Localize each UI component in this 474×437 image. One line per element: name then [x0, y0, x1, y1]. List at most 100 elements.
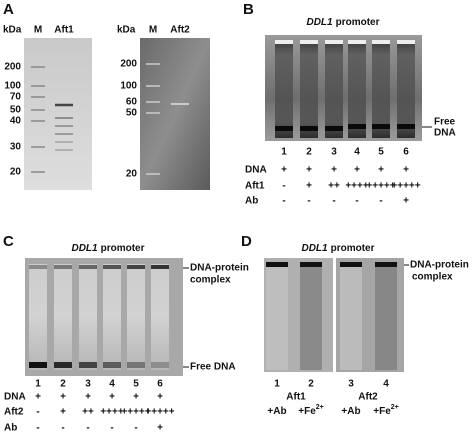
- row-value: +: [60, 392, 66, 403]
- row-value: -: [61, 423, 64, 434]
- row-value: +: [85, 392, 91, 403]
- gel-lane: [325, 40, 343, 138]
- row-value: +: [331, 165, 337, 176]
- complex-band: [375, 262, 397, 267]
- free-dna-label: DNA: [434, 128, 456, 139]
- panel-title: DDL1 promoter: [301, 243, 374, 254]
- row-label: Aft2: [4, 407, 24, 418]
- lane-label: Aft2: [170, 25, 190, 36]
- row-label: DNA: [245, 165, 267, 176]
- marker-label: 40: [10, 116, 22, 127]
- gel-lane: [54, 264, 72, 370]
- free-dna-band: [29, 362, 47, 368]
- lane-label: M: [34, 25, 42, 36]
- row-value: +++++: [366, 181, 395, 192]
- gene-name: DDL1: [71, 243, 98, 254]
- row-value: -: [379, 196, 382, 207]
- condition-text: +Fe: [373, 406, 391, 417]
- complex-band: [54, 265, 72, 269]
- gel-lane: [266, 262, 288, 370]
- panel-label: A: [3, 1, 14, 18]
- panel-title: DDL1 promoter: [71, 243, 144, 254]
- lane-number: 3: [348, 379, 354, 390]
- free-dna-label: Free: [434, 117, 456, 128]
- gel-lane: [275, 40, 293, 138]
- row-value: -: [134, 423, 137, 434]
- lane-number: 3: [331, 147, 337, 158]
- gel-lane: [348, 40, 366, 138]
- marker-label: 20: [126, 169, 138, 180]
- row-value: +: [109, 392, 115, 403]
- condition-text: +Fe: [298, 406, 316, 417]
- lane-number: 4: [109, 379, 115, 390]
- row-label: Ab: [245, 196, 258, 207]
- free-dna-band: [54, 362, 72, 368]
- marker-label: 60: [126, 97, 138, 108]
- lane-number: 4: [354, 147, 360, 158]
- free-dna-band: [397, 124, 415, 129]
- row-value: +: [281, 165, 287, 176]
- complex-band: [266, 262, 288, 267]
- condition-label: +Ab: [341, 406, 360, 417]
- panel-title: DDL1 promoter: [306, 17, 379, 28]
- gene-name: DDL1: [306, 17, 333, 28]
- complex-label: complex: [412, 272, 453, 283]
- complex-band: [300, 262, 322, 267]
- panel-label: B: [243, 1, 254, 18]
- marker-label: 20: [10, 167, 22, 178]
- condition-sup: 2+: [316, 404, 324, 411]
- row-value: ++++: [100, 407, 124, 418]
- panel-label: C: [3, 233, 14, 250]
- free-dna-band: [103, 362, 121, 368]
- gel-lane: [300, 40, 318, 138]
- lane-number: 5: [133, 379, 139, 390]
- row-value: +: [403, 165, 409, 176]
- row-value: +: [403, 196, 409, 207]
- marker-label: 70: [10, 92, 22, 103]
- free-dna-band: [300, 126, 318, 131]
- lane-number: 2: [306, 147, 312, 158]
- well: [372, 40, 390, 44]
- condition-text: +Ab: [267, 406, 286, 417]
- gel-lane: [372, 40, 390, 138]
- row-value: -: [110, 423, 113, 434]
- gel-lane: [397, 40, 415, 138]
- condition-sup: 2+: [391, 404, 399, 411]
- well: [325, 40, 343, 44]
- title-text: promoter: [331, 243, 375, 254]
- row-value: ++: [328, 181, 340, 192]
- complex-label: complex: [190, 275, 231, 286]
- protein-label: Aft1: [286, 392, 306, 403]
- free-dna-band: [372, 124, 390, 129]
- well: [348, 40, 366, 44]
- lane-number: 3: [85, 379, 91, 390]
- marker-label: 100: [120, 81, 137, 92]
- marker-label: 30: [10, 142, 22, 153]
- condition-label: +Fe2+: [373, 404, 399, 417]
- row-value: +: [157, 392, 163, 403]
- unit-label: kDa: [3, 25, 22, 36]
- lane-number: 6: [403, 147, 409, 158]
- protein-label: Aft2: [358, 392, 378, 403]
- row-value: +: [306, 165, 312, 176]
- free-dna-band: [325, 126, 343, 131]
- gel-a1: [24, 38, 92, 190]
- row-value: +++++: [121, 407, 150, 418]
- well: [300, 40, 318, 44]
- row-value: +: [157, 423, 163, 434]
- free-dna-band: [127, 362, 145, 368]
- gel-a2: [140, 38, 210, 190]
- free-dna-band: [348, 124, 366, 129]
- lane-number: 4: [383, 379, 389, 390]
- gel-lane: [29, 264, 47, 370]
- row-value: ++: [82, 407, 94, 418]
- complex-band: [151, 265, 169, 269]
- gel-lane: [300, 262, 322, 370]
- row-value: +++++: [391, 181, 420, 192]
- row-value: -: [282, 196, 285, 207]
- well: [275, 40, 293, 44]
- row-value: +: [60, 407, 66, 418]
- condition-text: +Ab: [341, 406, 360, 417]
- gel-lane: [103, 264, 121, 370]
